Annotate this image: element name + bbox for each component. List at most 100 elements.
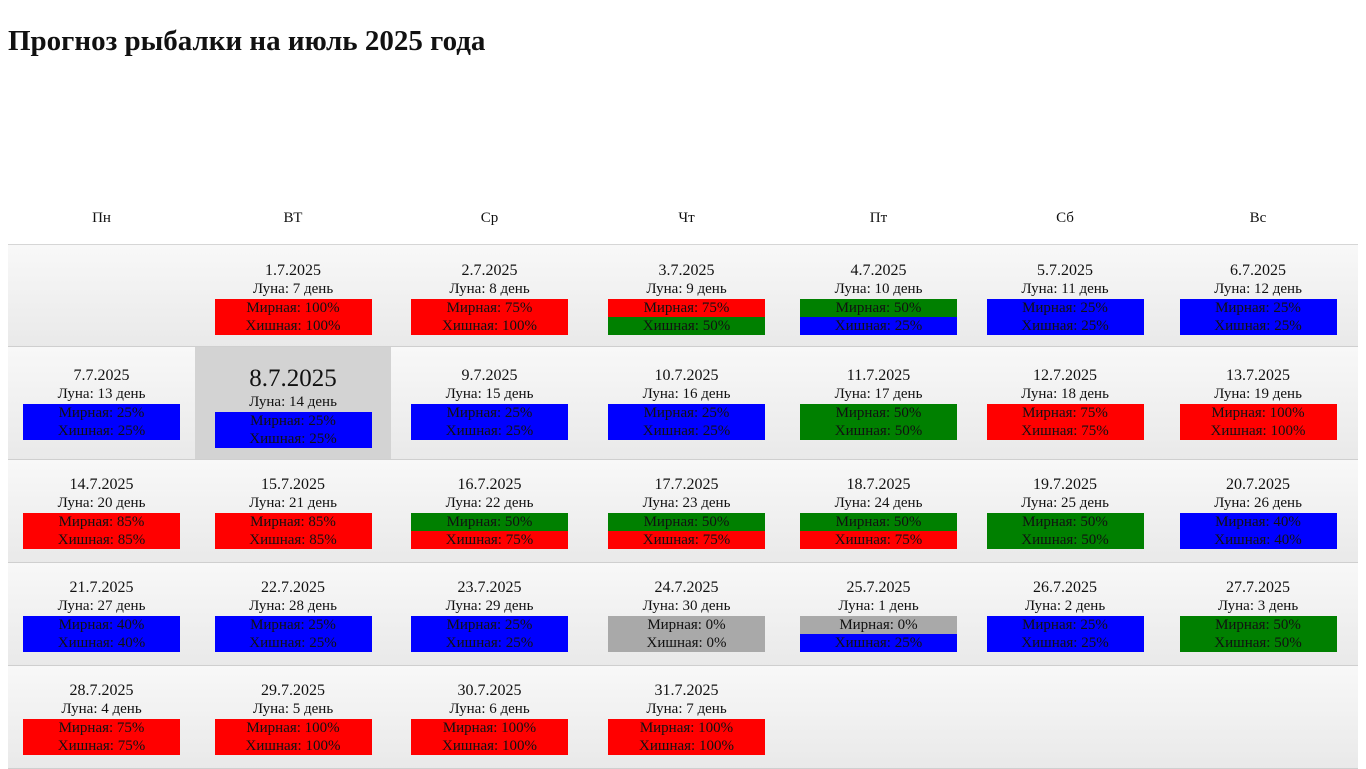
- predator-fish-forecast: Хишная: 25%: [214, 430, 372, 448]
- peaceful-fish-forecast: Мирная: 25%: [608, 404, 765, 422]
- peaceful-fish-forecast: Мирная: 0%: [800, 616, 957, 634]
- today-day-cell[interactable]: 8.7.2025 Луна: 14 день Мирная: 25% Хишная: …: [195, 346, 391, 460]
- bite-forecast: Мирная: 25% Хишная: 25%: [986, 616, 1144, 652]
- peaceful-fish-forecast: Мирная: 100%: [1179, 404, 1337, 422]
- moon-day: Луна: 20 день: [57, 495, 146, 511]
- moon-day: Луна: 1 день: [838, 598, 919, 614]
- peaceful-fish-forecast: Мирная: 50%: [986, 513, 1144, 531]
- bite-forecast: Мирная: 25% Хишная: 25%: [986, 299, 1144, 335]
- day-cell[interactable]: 21.7.2025 Луна: 27 день Мирная: 40% Хишная:…: [8, 562, 195, 666]
- day-date: 4.7.2025: [850, 262, 907, 279]
- bite-forecast: Мирная: 25% Хишная: 25%: [608, 404, 765, 440]
- predator-fish-forecast: Хишная: 25%: [608, 422, 765, 440]
- day-cell[interactable]: 15.7.2025 Луна: 21 день Мирная: 85% Хишная:…: [195, 459, 391, 563]
- moon-day: Луна: 3 день: [1217, 598, 1299, 614]
- peaceful-fish-forecast: Мирная: 40%: [23, 616, 180, 634]
- bite-forecast: Мирная: 75% Хишная: 100%: [411, 299, 568, 335]
- day-cell[interactable]: 27.7.2025 Луна: 3 день Мирная: 50% Хишная: …: [1158, 562, 1358, 666]
- moon-day: Луна: 13 день: [57, 386, 146, 402]
- day-cell[interactable]: 23.7.2025 Луна: 29 день Мирная: 25% Хишная:…: [391, 562, 588, 666]
- peaceful-fish-forecast: Мирная: 50%: [800, 513, 957, 531]
- moon-day: Луна: 2 день: [1024, 598, 1106, 614]
- peaceful-fish-forecast: Мирная: 75%: [608, 299, 765, 317]
- empty-day-cell: [972, 665, 1158, 769]
- day-cell[interactable]: 12.7.2025 Луна: 18 день Мирная: 75% Хишная:…: [972, 346, 1158, 460]
- peaceful-fish-forecast: Мирная: 50%: [800, 404, 957, 422]
- predator-fish-forecast: Хишная: 25%: [800, 317, 957, 335]
- predator-fish-forecast: Хишная: 100%: [608, 737, 765, 755]
- day-cell[interactable]: 9.7.2025 Луна: 15 день Мирная: 25% Хишная: …: [391, 346, 588, 460]
- day-cell[interactable]: 17.7.2025 Луна: 23 день Мирная: 50% Хишная:…: [588, 459, 785, 563]
- day-cell[interactable]: 6.7.2025 Луна: 12 день Мирная: 25% Хишная: …: [1158, 244, 1358, 347]
- peaceful-fish-forecast: Мирная: 25%: [986, 616, 1144, 634]
- weekday-wed: Ср: [391, 193, 588, 245]
- day-cell[interactable]: 3.7.2025 Луна: 9 день Мирная: 75% Хишная: 5…: [588, 244, 785, 347]
- day-date: 31.7.2025: [654, 682, 719, 699]
- day-cell[interactable]: 18.7.2025 Луна: 24 день Мирная: 50% Хишная:…: [785, 459, 972, 563]
- day-cell[interactable]: 5.7.2025 Луна: 11 день Мирная: 25% Хишная: …: [972, 244, 1158, 347]
- predator-fish-forecast: Хишная: 50%: [1179, 634, 1337, 652]
- moon-day: Луна: 11 день: [1021, 281, 1109, 297]
- day-cell[interactable]: 7.7.2025 Луна: 13 день Мирная: 25% Хишная: …: [8, 346, 195, 460]
- predator-fish-forecast: Хишная: 25%: [214, 634, 372, 652]
- predator-fish-forecast: Хишная: 100%: [411, 317, 568, 335]
- day-cell[interactable]: 31.7.2025 Луна: 7 день Мирная: 100% Хишная:…: [588, 665, 785, 769]
- day-cell[interactable]: 20.7.2025 Луна: 26 день Мирная: 40% Хишная:…: [1158, 459, 1358, 563]
- moon-day: Луна: 25 день: [1021, 495, 1109, 511]
- bite-forecast: Мирная: 25% Хишная: 25%: [214, 616, 372, 652]
- day-date: 16.7.2025: [457, 476, 522, 493]
- day-date: 17.7.2025: [654, 476, 719, 493]
- day-cell[interactable]: 14.7.2025 Луна: 20 день Мирная: 85% Хишная:…: [8, 459, 195, 563]
- day-cell[interactable]: 28.7.2025 Луна: 4 день Мирная: 75% Хишная: …: [8, 665, 195, 769]
- day-cell[interactable]: 10.7.2025 Луна: 16 день Мирная: 25% Хишная:…: [588, 346, 785, 460]
- moon-day: Луна: 19 день: [1214, 386, 1302, 402]
- week-row: 28.7.2025 Луна: 4 день Мирная: 75% Хишная: …: [8, 665, 1358, 769]
- day-cell[interactable]: 24.7.2025 Луна: 30 день Мирная: 0% Хишная: …: [588, 562, 785, 666]
- day-cell[interactable]: 16.7.2025 Луна: 22 день Мирная: 50% Хишная:…: [391, 459, 588, 563]
- day-cell[interactable]: 13.7.2025 Луна: 19 день Мирная: 100% Хишная…: [1158, 346, 1358, 460]
- predator-fish-forecast: Хишная: 50%: [800, 422, 957, 440]
- moon-day: Луна: 16 день: [642, 386, 731, 402]
- peaceful-fish-forecast: Мирная: 25%: [1179, 299, 1337, 317]
- predator-fish-forecast: Хишная: 0%: [608, 634, 765, 652]
- moon-day: Луна: 12 день: [1214, 281, 1302, 297]
- day-cell[interactable]: 1.7.2025 Луна: 7 день Мирная: 100% Хишная: …: [195, 244, 391, 347]
- moon-day: Луна: 18 день: [1021, 386, 1109, 402]
- day-date: 5.7.2025: [1037, 262, 1093, 279]
- day-cell[interactable]: 19.7.2025 Луна: 25 день Мирная: 50% Хишная:…: [972, 459, 1158, 563]
- day-cell[interactable]: 4.7.2025 Луна: 10 день Мирная: 50% Хишная: …: [785, 244, 972, 347]
- day-date: 24.7.2025: [654, 579, 719, 596]
- peaceful-fish-forecast: Мирная: 85%: [214, 513, 372, 531]
- bite-forecast: Мирная: 25% Хишная: 25%: [411, 616, 568, 652]
- moon-day: Луна: 14 день: [249, 394, 337, 410]
- moon-day: Луна: 24 день: [834, 495, 923, 511]
- peaceful-fish-forecast: Мирная: 25%: [411, 404, 568, 422]
- predator-fish-forecast: Хишная: 50%: [986, 531, 1144, 549]
- day-date: 10.7.2025: [654, 367, 719, 384]
- weekday-sun: Вс: [1158, 193, 1358, 245]
- predator-fish-forecast: Хишная: 25%: [411, 634, 568, 652]
- day-cell[interactable]: 29.7.2025 Луна: 5 день Мирная: 100% Хишная:…: [195, 665, 391, 769]
- moon-day: Луна: 6 день: [449, 701, 530, 717]
- day-cell[interactable]: 26.7.2025 Луна: 2 день Мирная: 25% Хишная: …: [972, 562, 1158, 666]
- peaceful-fish-forecast: Мирная: 25%: [411, 616, 568, 634]
- day-cell[interactable]: 2.7.2025 Луна: 8 день Мирная: 75% Хишная: 1…: [391, 244, 588, 347]
- moon-day: Луна: 7 день: [646, 701, 727, 717]
- day-cell[interactable]: 22.7.2025 Луна: 28 день Мирная: 25% Хишная:…: [195, 562, 391, 666]
- predator-fish-forecast: Хишная: 75%: [23, 737, 180, 755]
- predator-fish-forecast: Хишная: 25%: [986, 317, 1144, 335]
- day-date: 15.7.2025: [261, 476, 325, 493]
- moon-day: Луна: 21 день: [249, 495, 337, 511]
- day-date: 27.7.2025: [1226, 579, 1290, 596]
- predator-fish-forecast: Хишная: 100%: [214, 317, 372, 335]
- day-cell[interactable]: 25.7.2025 Луна: 1 день Мирная: 0% Хишная: 2…: [785, 562, 972, 666]
- peaceful-fish-forecast: Мирная: 0%: [608, 616, 765, 634]
- peaceful-fish-forecast: Мирная: 100%: [608, 719, 765, 737]
- day-date: 11.7.2025: [846, 367, 911, 384]
- moon-day: Луна: 5 день: [252, 701, 334, 717]
- bite-forecast: Мирная: 50% Хишная: 50%: [1179, 616, 1337, 652]
- predator-fish-forecast: Хишная: 25%: [1179, 317, 1337, 335]
- day-cell[interactable]: 11.7.2025 Луна: 17 день Мирная: 50% Хишная:…: [785, 346, 972, 460]
- page-title: Прогноз рыбалки на июль 2025 года: [8, 25, 486, 57]
- day-cell[interactable]: 30.7.2025 Луна: 6 день Мирная: 100% Хишная:…: [391, 665, 588, 769]
